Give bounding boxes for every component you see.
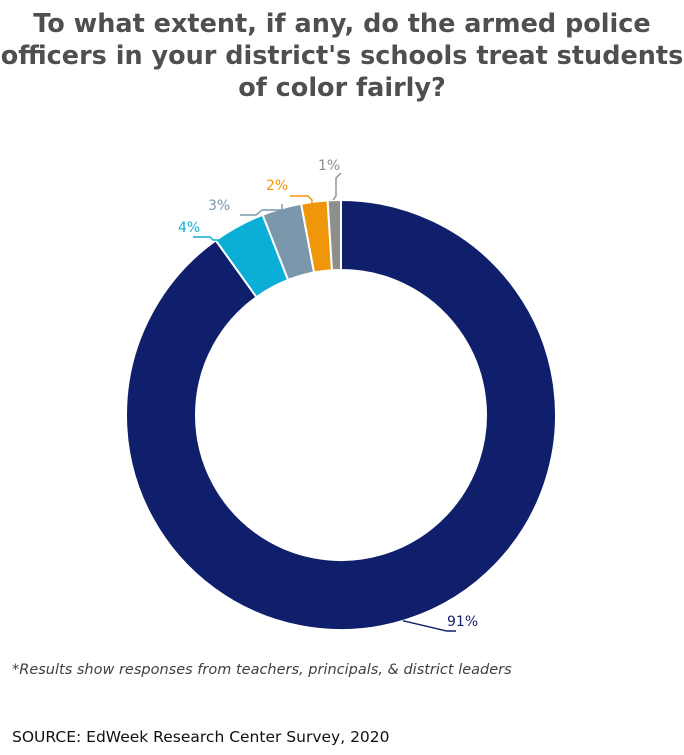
label-leader-1	[402, 620, 456, 632]
donut-slice-5	[326, 198, 342, 272]
donut-slices	[125, 198, 557, 631]
slice-label-1: 91%	[447, 614, 478, 630]
label-leader-5	[332, 172, 342, 201]
donut-slice-1	[125, 198, 557, 631]
label-leader-3	[240, 204, 283, 216]
slice-label-5: 1%	[318, 158, 340, 174]
label-leaders	[193, 172, 456, 632]
label-leader-2	[193, 236, 220, 241]
slice-labels: 91% 4% 3% 2% 1%	[178, 158, 478, 630]
label-leader-4	[290, 195, 313, 206]
source-line: SOURCE: EdWeek Research Center Survey, 2…	[12, 728, 390, 746]
chart-title: To what extent, if any, do the armed pol…	[0, 9, 684, 103]
footnote: *Results show responses from teachers, p…	[12, 662, 512, 678]
slice-label-2: 4%	[178, 220, 200, 236]
donut-chart: 91% 4% 3% 2% 1%	[125, 158, 557, 632]
slice-label-3: 3%	[208, 198, 230, 214]
slice-label-4: 2%	[266, 178, 288, 194]
